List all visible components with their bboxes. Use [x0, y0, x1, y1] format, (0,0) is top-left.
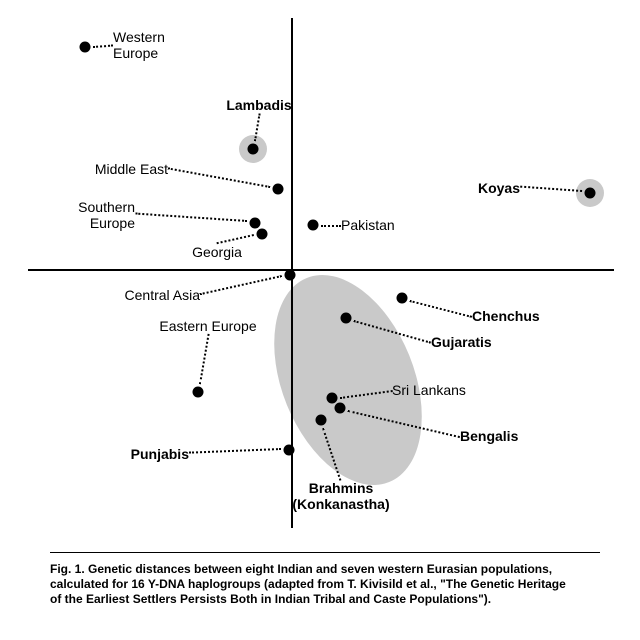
western-europe-label: WesternEurope	[113, 29, 165, 61]
gujaratis-label: Gujaratis	[431, 334, 492, 350]
chenchus-point	[397, 293, 408, 304]
koyas-label: Koyas	[478, 180, 520, 196]
southern-europe-point	[250, 218, 261, 229]
punjabis-label: Punjabis	[131, 446, 189, 462]
sri-lankans-point	[327, 393, 338, 404]
brahmins-point	[316, 415, 327, 426]
gujaratis-point	[341, 313, 352, 324]
chenchus-label: Chenchus	[472, 308, 540, 324]
eastern-europe-point	[193, 387, 204, 398]
pakistan-point	[308, 220, 319, 231]
brahmins-label: Brahmins(Konkanastha)	[292, 480, 389, 512]
georgia-label: Georgia	[192, 244, 242, 260]
lambadis-label: Lambadis	[226, 97, 291, 113]
central-asia-point	[285, 270, 296, 281]
middle-east-label: Middle East	[95, 161, 168, 177]
pakistan-label: Pakistan	[341, 217, 395, 233]
bengalis-point	[335, 403, 346, 414]
pakistan-leader	[321, 225, 341, 227]
punjabis-point	[284, 445, 295, 456]
central-asia-label: Central Asia	[125, 287, 200, 303]
middle-east-point	[273, 184, 284, 195]
sri-lankans-label: Sri Lankans	[392, 382, 466, 398]
caption-rule	[50, 552, 600, 553]
x-axis	[28, 269, 614, 271]
bengalis-label: Bengalis	[460, 428, 518, 444]
figure-caption: Fig. 1. Genetic distances between eight …	[50, 562, 602, 607]
lambadis-point	[248, 144, 259, 155]
eastern-europe-label: Eastern Europe	[159, 318, 256, 334]
western-europe-point	[80, 42, 91, 53]
georgia-point	[257, 229, 268, 240]
southern-europe-label: SouthernEurope	[78, 199, 135, 231]
koyas-point	[585, 188, 596, 199]
